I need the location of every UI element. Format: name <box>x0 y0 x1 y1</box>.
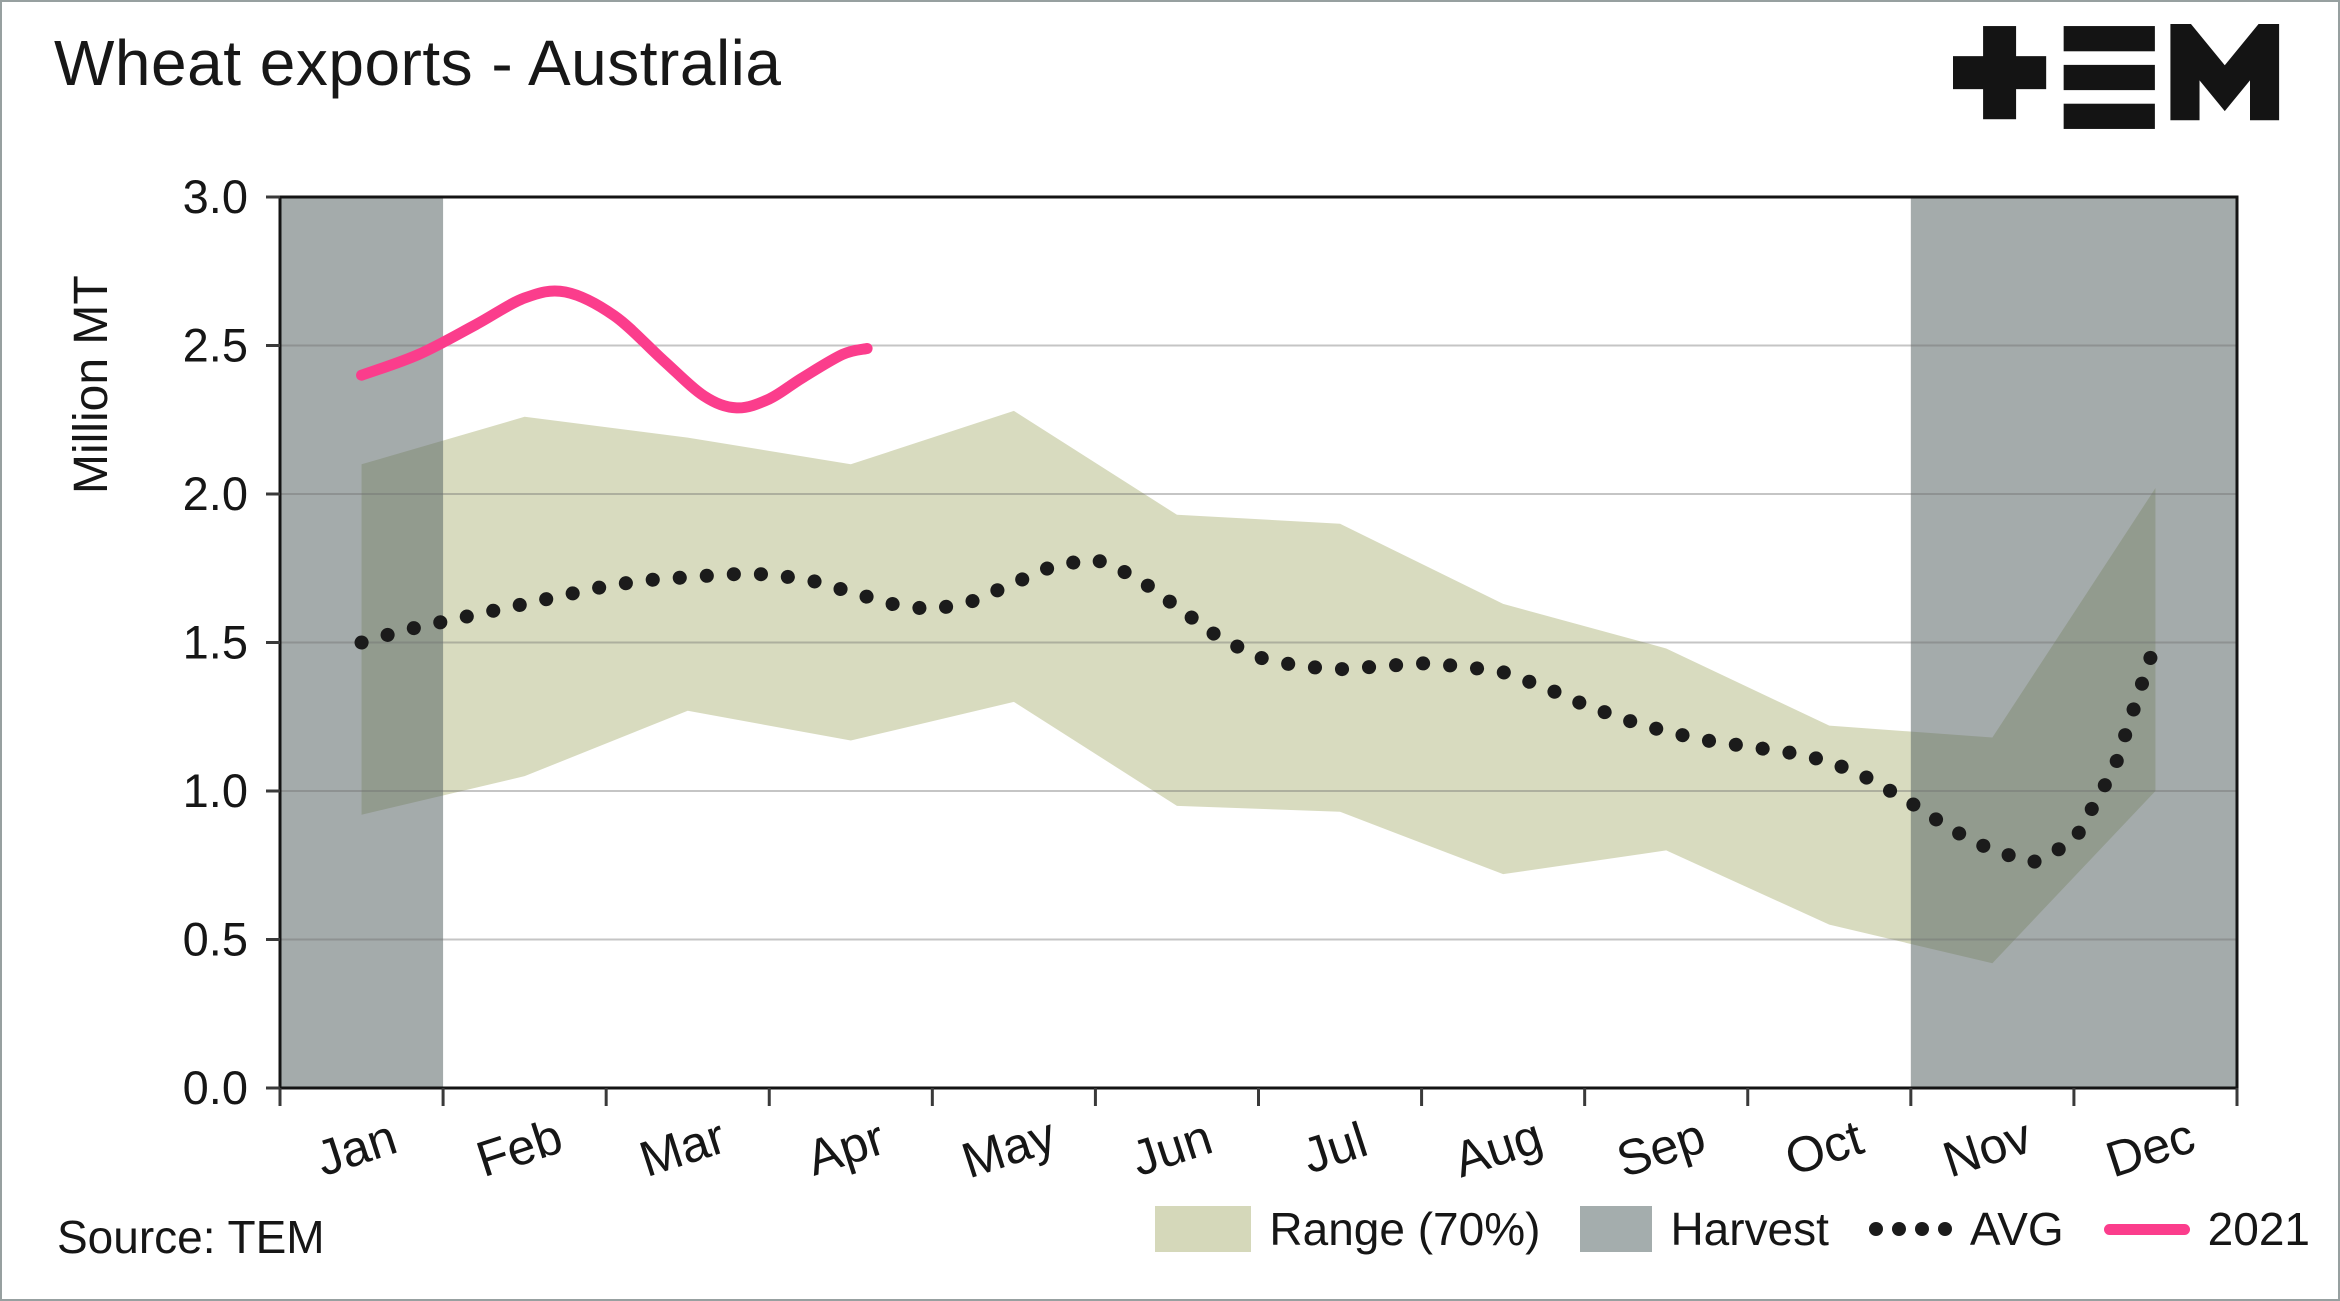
x-axis-label: Oct <box>1778 1109 1869 1186</box>
page-title: Wheat exports - Australia <box>54 27 782 99</box>
x-axis-label: Apr <box>800 1109 891 1186</box>
y-axis-label: 2.0 <box>183 467 248 520</box>
x-axis-label: Dec <box>2099 1107 2201 1188</box>
avg-line <box>354 552 2163 870</box>
legend-label-range: Range (70%) <box>1269 1203 1541 1255</box>
legend-label-harvest: Harvest <box>1670 1203 1829 1255</box>
tem-logo <box>1953 24 2280 129</box>
x-axis-label: Aug <box>1447 1107 1549 1188</box>
y-axis-label: 2.5 <box>183 319 248 372</box>
x-axis-label: Jun <box>1125 1109 1219 1187</box>
tem-logo-triple-bar-icon <box>2063 26 2155 129</box>
line-2021-swatch <box>2103 1223 2190 1235</box>
legend-item-harvest: Harvest <box>1580 1202 1829 1256</box>
x-axis-label: Feb <box>470 1108 569 1188</box>
avg-dot-icon <box>1868 1222 1883 1236</box>
avg-dots-swatch <box>1868 1222 1952 1236</box>
x-axis-label: Jul <box>1296 1111 1374 1184</box>
range-swatch <box>1155 1206 1252 1252</box>
y-axis-label: 0.5 <box>183 913 248 966</box>
legend-label-avg: AVG <box>1969 1203 2064 1255</box>
x-axis-label: Jan <box>309 1109 403 1187</box>
harvest-band <box>1910 197 2237 1088</box>
tem-logo-plus-icon <box>1953 26 2047 120</box>
y-axis-label: 1.5 <box>183 616 248 669</box>
y-axis-label: 0.0 <box>183 1061 248 1114</box>
x-axis-label: Nov <box>1936 1107 2038 1188</box>
x-axis-label: May <box>955 1107 1062 1189</box>
tem-logo-m-icon <box>2170 24 2280 121</box>
source-note: Source: TEM <box>57 1211 325 1263</box>
harvest-swatch <box>1580 1206 1653 1252</box>
avg-dot-icon <box>1891 1222 1906 1236</box>
avg-dot-icon <box>1914 1222 1929 1236</box>
chart-legend: Range (70%) Harvest AVG 2021 <box>1155 1202 2310 1256</box>
y-axis-label: 1.0 <box>183 764 248 817</box>
legend-item-avg: AVG <box>1868 1202 2064 1256</box>
y-axis-label: 3.0 <box>183 170 248 223</box>
x-axis-label: Mar <box>633 1108 732 1188</box>
avg-dot-icon <box>1937 1222 1952 1236</box>
x-axis-label: Sep <box>1610 1107 1712 1188</box>
range-band <box>361 410 2156 964</box>
legend-item-2021: 2021 <box>2103 1202 2310 1256</box>
line-2021 <box>356 285 873 414</box>
legend-item-range: Range (70%) <box>1155 1202 1540 1256</box>
legend-label-2021: 2021 <box>2207 1203 2310 1255</box>
